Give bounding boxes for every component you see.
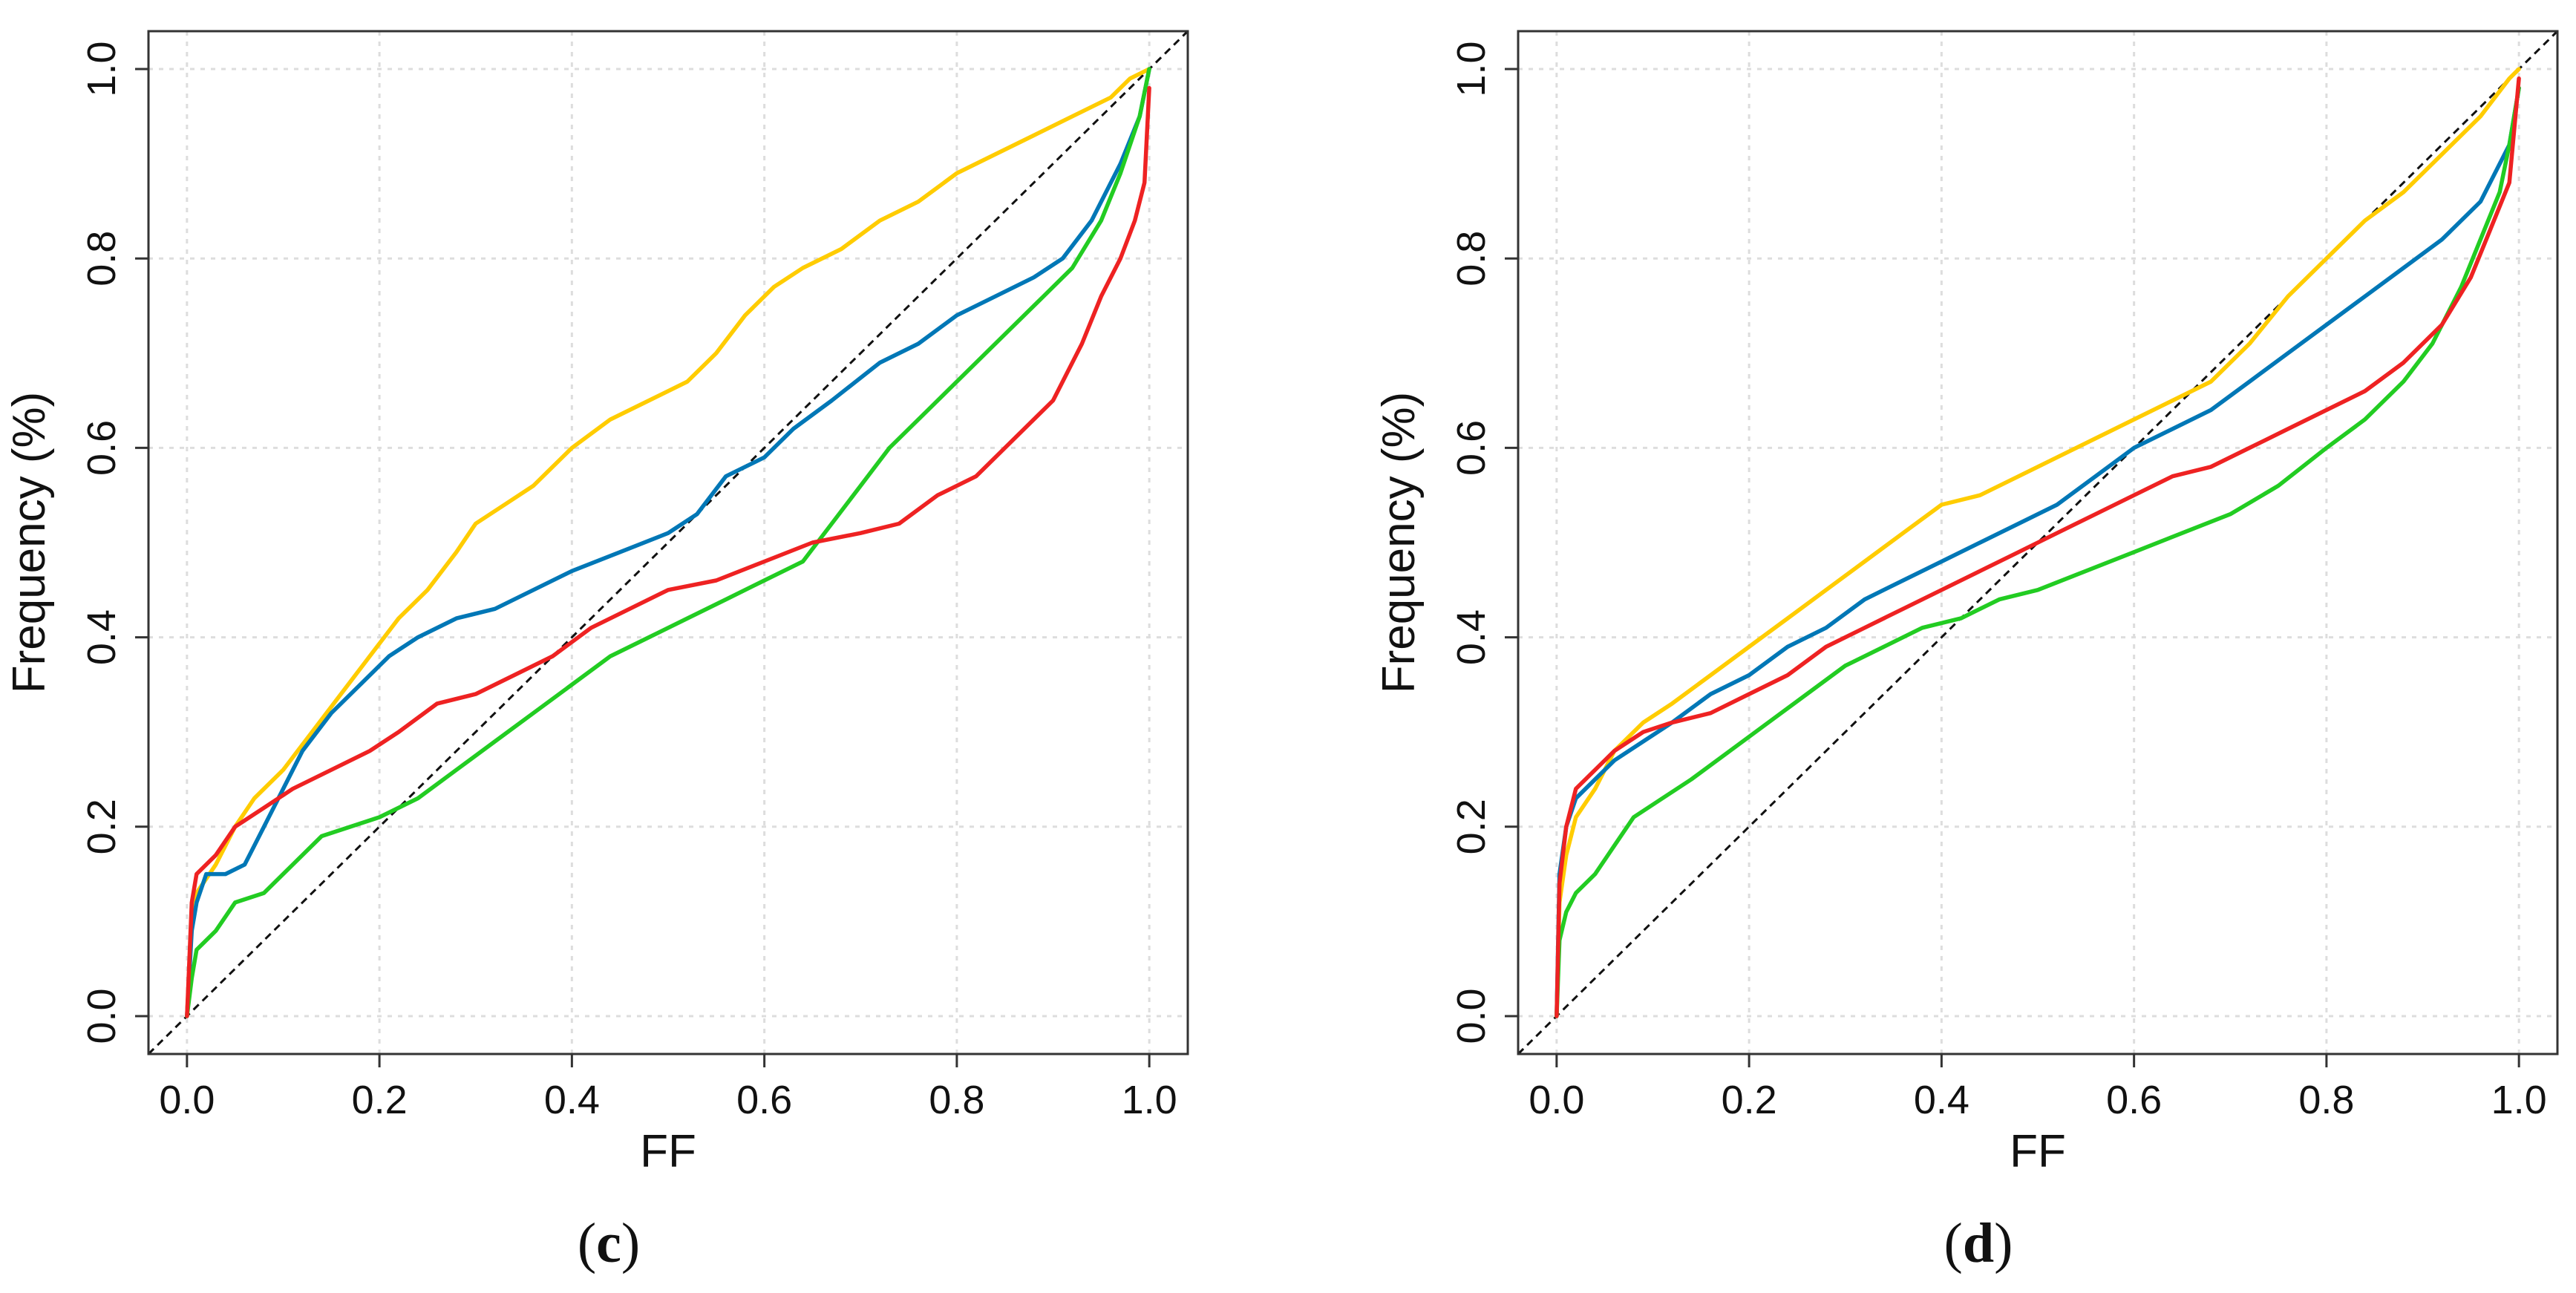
panel-label-close-paren: )	[1994, 1212, 2013, 1274]
series-line-3	[185, 67, 1151, 1018]
panel-c: 0.0 0.2 0.4 0.6 0.8 1.0 0.0 0.2 0.4 0.6 0.8 1.0 FF Fr…	[4, 30, 1189, 1274]
y-tick-label: 1.0	[1449, 41, 1494, 96]
x-tick-label: 0.6	[2106, 1078, 2162, 1122]
x-tick-label: 0.0	[1529, 1078, 1584, 1122]
panel-label-letter: c	[596, 1212, 621, 1274]
panel-label: (c)	[578, 1212, 640, 1274]
y-tick-label: 0.6	[1449, 420, 1494, 476]
x-tick-label: 0.8	[2298, 1078, 2354, 1122]
x-axis-title: FF	[2010, 1126, 2066, 1177]
panel-label-close-paren: )	[621, 1212, 640, 1274]
series-line-3	[1555, 85, 2521, 1018]
x-tick-label: 0.6	[736, 1078, 792, 1122]
x-tick-label: 0.0	[159, 1078, 215, 1122]
plot-frame	[1517, 30, 2559, 1055]
y-tick-label: 0.4	[79, 609, 124, 665]
y-tick-label: 1.0	[79, 41, 124, 96]
series-line-1	[185, 67, 1151, 1018]
series-line-4	[1555, 76, 2521, 1018]
x-tick-label: 1.0	[1122, 1078, 1177, 1122]
y-tick-label: 0.2	[1449, 799, 1494, 854]
x-tick-label: 0.2	[1722, 1078, 1777, 1122]
x-tick-label: 0.8	[929, 1078, 984, 1122]
y-tick-label: 0.0	[1449, 988, 1494, 1044]
y-tick-label: 0.8	[1449, 231, 1494, 287]
plot-frame	[147, 30, 1189, 1055]
panel-label-open-paren: (	[1944, 1212, 1963, 1274]
y-tick-label: 0.8	[79, 231, 124, 287]
x-tick-label: 0.2	[352, 1078, 408, 1122]
reference-diagonal-line	[1517, 30, 2559, 1055]
panel-d: 0.0 0.2 0.4 0.6 0.8 1.0 0.0 0.2 0.4 0.6 0.8 1.0 FF Fr…	[1373, 30, 2559, 1274]
series-line-4	[185, 85, 1151, 1018]
panel-label-open-paren: (	[578, 1212, 596, 1274]
series-line-2	[1555, 85, 2521, 1018]
y-axis-title: Frequency (%)	[4, 392, 55, 694]
x-tick-label: 0.4	[544, 1078, 600, 1122]
y-tick-label: 0.6	[79, 420, 124, 476]
x-tick-label: 1.0	[2491, 1078, 2547, 1122]
y-tick-label: 0.2	[79, 799, 124, 854]
panel-label-letter: d	[1963, 1212, 1994, 1274]
x-axis-title: FF	[640, 1126, 696, 1177]
series-line-2	[185, 67, 1151, 1018]
x-tick-label: 0.4	[1914, 1078, 1969, 1122]
reference-diagonal-line	[147, 30, 1189, 1055]
y-tick-label: 0.4	[1449, 609, 1494, 665]
panel-label: (d)	[1944, 1212, 2013, 1274]
y-axis-title: Frequency (%)	[1373, 392, 1425, 694]
y-tick-label: 0.0	[79, 988, 124, 1044]
